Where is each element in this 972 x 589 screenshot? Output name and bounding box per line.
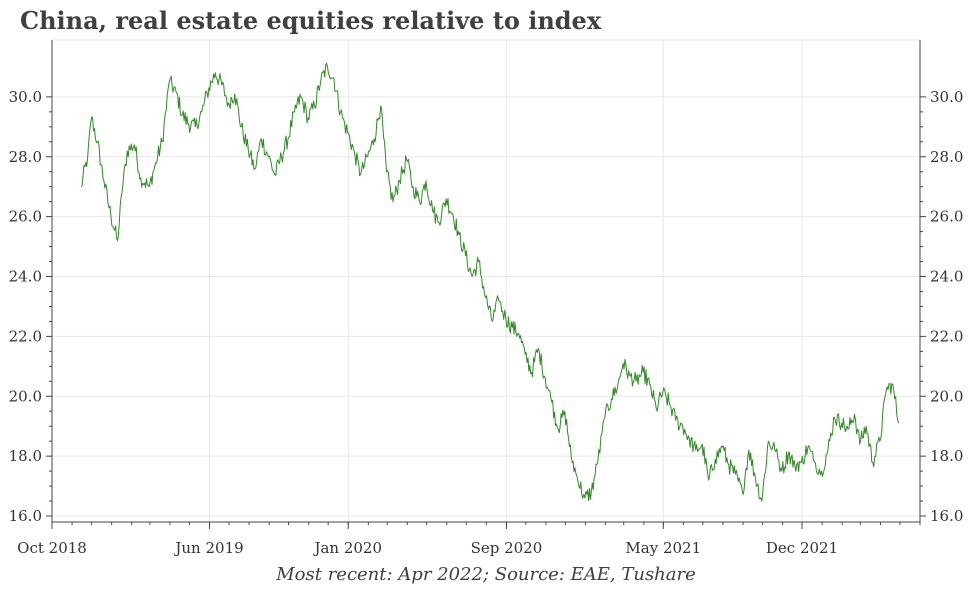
x-tick-label: Jan 2020 [312, 539, 382, 557]
y-tick-label-left: 26.0 [9, 208, 42, 226]
axes-layer: 16.0 16.0 18.0 18.0 20.0 20.0 22.0 22.0 24.0 24.0… [9, 40, 963, 557]
y-tick-label-left: 20.0 [9, 387, 42, 405]
series-line [80, 62, 900, 502]
y-tick-label-left: 24.0 [9, 268, 42, 286]
y-tick-label-right: 16.0 [930, 507, 963, 525]
y-tick-label-right: 26.0 [930, 208, 963, 226]
y-tick-label-right: 18.0 [930, 447, 963, 465]
y-tick-label-right: 28.0 [930, 148, 963, 166]
y-tick-label-right: 24.0 [930, 268, 963, 286]
y-tick-label-left: 18.0 [9, 447, 42, 465]
chart-caption: Most recent: Apr 2022; Source: EAE, Tush… [276, 564, 696, 585]
x-tick-label: Dec 2021 [766, 539, 838, 557]
grid-layer [51, 39, 921, 523]
y-tick-label-right: 20.0 [930, 387, 963, 405]
y-tick-label-right: 22.0 [930, 327, 963, 345]
x-tick-label: Jun 2019 [173, 539, 243, 557]
y-tick-label-left: 28.0 [9, 148, 42, 166]
series-layer [80, 62, 900, 502]
plot-frame [51, 39, 921, 523]
y-tick-label-right: 30.0 [930, 88, 963, 106]
x-tick-label: May 2021 [625, 539, 701, 557]
x-tick-label: Oct 2018 [17, 539, 87, 557]
y-tick-label-left: 30.0 [9, 88, 42, 106]
chart-title: China, real estate equities relative to … [20, 6, 602, 35]
y-tick-label-left: 16.0 [9, 507, 42, 525]
y-tick-label-left: 22.0 [9, 327, 42, 345]
x-tick-label: Sep 2020 [471, 539, 543, 557]
